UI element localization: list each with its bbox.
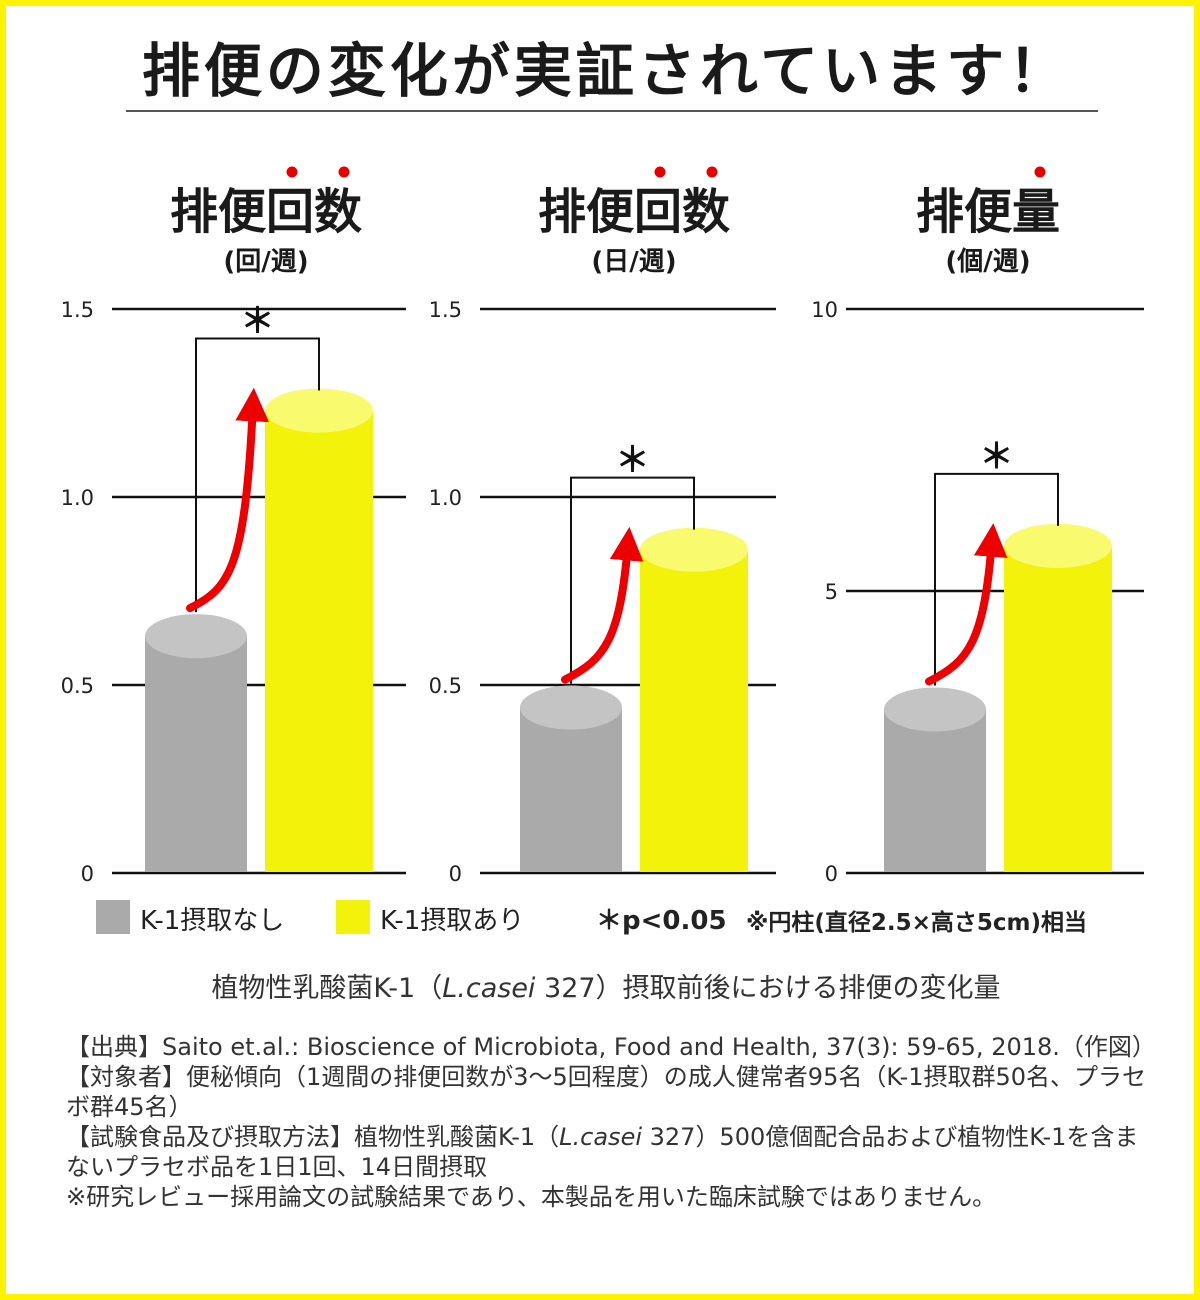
significance-mark: ＊ bbox=[980, 437, 1014, 477]
significance-mark: ＊ bbox=[241, 302, 275, 342]
chart-panel-3: 排便量 (個/週) 0 5 10 ＊ bbox=[811, 166, 1144, 886]
y-tick-label: 1.0 bbox=[429, 486, 462, 510]
increase-arrow bbox=[925, 523, 1008, 686]
y-tick-label: 5 bbox=[825, 580, 838, 604]
bar-charts: 排便回数 (回/週) 0 0.5 1.0 1.5 ＊ 排便回数 (日/週) 0 0.5 1.0 1.5 ＊… bbox=[61, 166, 1144, 886]
legend-cylinder-note: ※円柱(直径2.5×高さ5cm)相当 bbox=[746, 910, 1088, 936]
emphasis-dot bbox=[1034, 166, 1046, 178]
note-method-before: 【試験食品及び摂取方法】植物性乳酸菌K-1（ bbox=[66, 1123, 560, 1151]
emphasis-dot bbox=[286, 166, 298, 178]
y-tick-label: 0.5 bbox=[61, 674, 94, 698]
significance-mark: ＊ bbox=[616, 441, 650, 481]
note-method-italic: L.casei bbox=[559, 1123, 642, 1151]
bar-control bbox=[520, 685, 622, 872]
caption-after: 327）摂取前後における排便の変化量 bbox=[535, 973, 1001, 1004]
emphasis-dot bbox=[654, 166, 666, 178]
bar-treated bbox=[640, 527, 748, 872]
note-method-after: 327）500億個配合品および植物性K-1を含まないプラセボ品を1日1回、14日… bbox=[66, 1123, 1139, 1181]
legend-label-control: K-1摂取なし bbox=[140, 906, 285, 936]
caption-italic: L.casei bbox=[442, 973, 536, 1004]
bar-treated bbox=[1004, 523, 1112, 872]
note-source: 【出典】Saito et.al.: Bioscience of Microbio… bbox=[66, 1033, 1156, 1061]
chart-panel-2: 排便回数 (日/週) 0 0.5 1.0 1.5 ＊ bbox=[429, 166, 776, 886]
significance-bracket bbox=[934, 472, 1059, 686]
bar-control bbox=[884, 687, 986, 872]
legend-swatch-treated bbox=[336, 900, 370, 934]
note-subjects: 【対象者】便秘傾向（1週間の排便回数が3～5回程度）の成人健常者95名（K-1摂… bbox=[66, 1063, 1147, 1121]
chart-unit: (個/週) bbox=[945, 247, 1030, 277]
y-tick-label: 0.5 bbox=[429, 674, 462, 698]
figure-caption: 植物性乳酸菌K-1（L.casei 327）摂取前後における排便の変化量 bbox=[6, 966, 1200, 1005]
notes: 【出典】Saito et.al.: Bioscience of Microbio… bbox=[66, 1032, 1156, 1212]
significance-bracket bbox=[195, 337, 320, 613]
legend-label-treated: K-1摂取あり bbox=[380, 906, 525, 936]
y-tick-label: 0 bbox=[449, 862, 462, 886]
legend: K-1摂取なし K-1摂取あり ＊p<0.05 ※円柱(直径2.5×高さ5cm)… bbox=[6, 896, 1200, 940]
y-tick-label: 10 bbox=[811, 298, 838, 322]
emphasis-dot bbox=[706, 166, 718, 178]
y-tick-label: 1.5 bbox=[61, 298, 94, 322]
chart-unit: (日/週) bbox=[591, 247, 676, 277]
y-tick-label: 1.0 bbox=[61, 486, 94, 510]
note-method: 【試験食品及び摂取方法】植物性乳酸菌K-1（L.casei 327）500億個配… bbox=[66, 1122, 1156, 1182]
chart-unit: (回/週) bbox=[223, 247, 308, 277]
chart-title: 排便回数 bbox=[170, 184, 362, 240]
y-tick-label: 1.5 bbox=[429, 298, 462, 322]
note-disclaimer: ※研究レビュー採用論文の試験結果であり、本製品を用いた臨床試験ではありません。 bbox=[66, 1183, 997, 1211]
legend-swatch-control bbox=[96, 900, 130, 934]
headline-rule bbox=[126, 110, 1098, 112]
y-tick-label: 0 bbox=[825, 862, 838, 886]
headline: 排便の変化が実証されています！ bbox=[141, 37, 1071, 105]
legend-pvalue: ＊p<0.05 bbox=[596, 906, 727, 936]
bar-treated bbox=[265, 388, 373, 872]
caption-before: 植物性乳酸菌K-1（ bbox=[211, 973, 443, 1004]
bar-control bbox=[145, 614, 247, 872]
increase-arrow bbox=[561, 526, 644, 684]
significance-bracket bbox=[570, 476, 695, 684]
chart-panel-1: 排便回数 (回/週) 0 0.5 1.0 1.5 ＊ bbox=[61, 166, 406, 886]
chart-title: 排便回数 bbox=[538, 184, 730, 240]
emphasis-dot bbox=[338, 166, 350, 178]
increase-arrow bbox=[186, 387, 269, 613]
chart-title: 排便量 bbox=[916, 184, 1060, 240]
y-tick-label: 0 bbox=[81, 862, 94, 886]
